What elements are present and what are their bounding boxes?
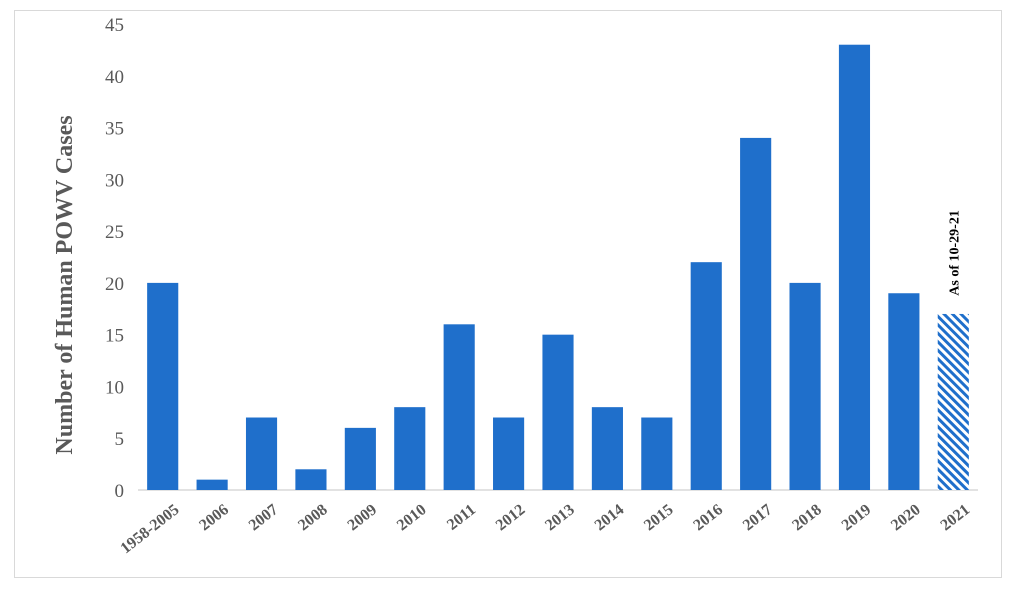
y-axis-label: Number of Human POWV Cases <box>52 115 78 454</box>
x-tick-label: 2017 <box>740 501 776 534</box>
y-tick-label: 25 <box>105 222 124 243</box>
x-tick-label: 1958-2005 <box>117 501 182 557</box>
x-tick-label: 2016 <box>690 501 726 534</box>
bar-2011 <box>443 324 475 490</box>
bar-2015 <box>641 417 673 490</box>
x-axis-ticks: 1958-2005 2006 2007 2008 2009 2010 2011 2012 201… <box>117 501 973 557</box>
bar-2021 <box>937 313 969 490</box>
bar-2018 <box>789 282 821 490</box>
x-tick-label: 2018 <box>789 501 825 534</box>
bar-1958-2005 <box>147 282 179 490</box>
partial-year-annotation: As of 10-29-21 <box>947 210 962 296</box>
bar-2012 <box>493 417 525 490</box>
bar-2010 <box>394 407 426 490</box>
bar-2014 <box>591 407 623 490</box>
y-tick-label: 0 <box>115 481 125 502</box>
bar-2013 <box>542 334 574 490</box>
y-tick-label: 45 <box>105 15 124 36</box>
x-tick-label: 2020 <box>888 501 924 534</box>
x-tick-label: 2012 <box>493 501 529 534</box>
x-tick-label: 2007 <box>246 501 282 534</box>
y-tick-label: 10 <box>105 377 124 398</box>
bar-2016 <box>690 262 722 490</box>
y-tick-label: 35 <box>105 119 124 140</box>
bar-2019 <box>838 44 871 490</box>
bar-2017 <box>740 137 772 490</box>
y-tick-label: 40 <box>105 67 124 88</box>
y-tick-label: 30 <box>105 170 124 191</box>
y-tick-label: 15 <box>105 326 124 347</box>
x-tick-label: 2015 <box>641 501 677 534</box>
x-tick-label: 2013 <box>542 501 578 534</box>
bar-2020 <box>888 293 920 490</box>
x-tick-label: 2010 <box>394 501 430 534</box>
bar-2006 <box>196 479 228 490</box>
x-tick-label: 2014 <box>592 501 628 534</box>
y-axis-ticks: 0 5 10 15 20 25 30 35 40 45 <box>105 15 124 502</box>
x-tick-label: 2021 <box>937 501 973 534</box>
bars <box>147 44 969 490</box>
bar-2009 <box>344 427 376 490</box>
y-tick-label: 20 <box>105 274 124 295</box>
x-tick-label: 2009 <box>345 501 381 534</box>
x-tick-label: 2019 <box>839 501 875 534</box>
x-tick-label: 2008 <box>295 501 331 534</box>
bar-2007 <box>245 417 278 490</box>
x-tick-label: 2006 <box>196 501 232 534</box>
x-tick-label: 2011 <box>444 501 479 534</box>
y-tick-label: 5 <box>115 429 125 450</box>
bar-2008 <box>295 469 327 490</box>
